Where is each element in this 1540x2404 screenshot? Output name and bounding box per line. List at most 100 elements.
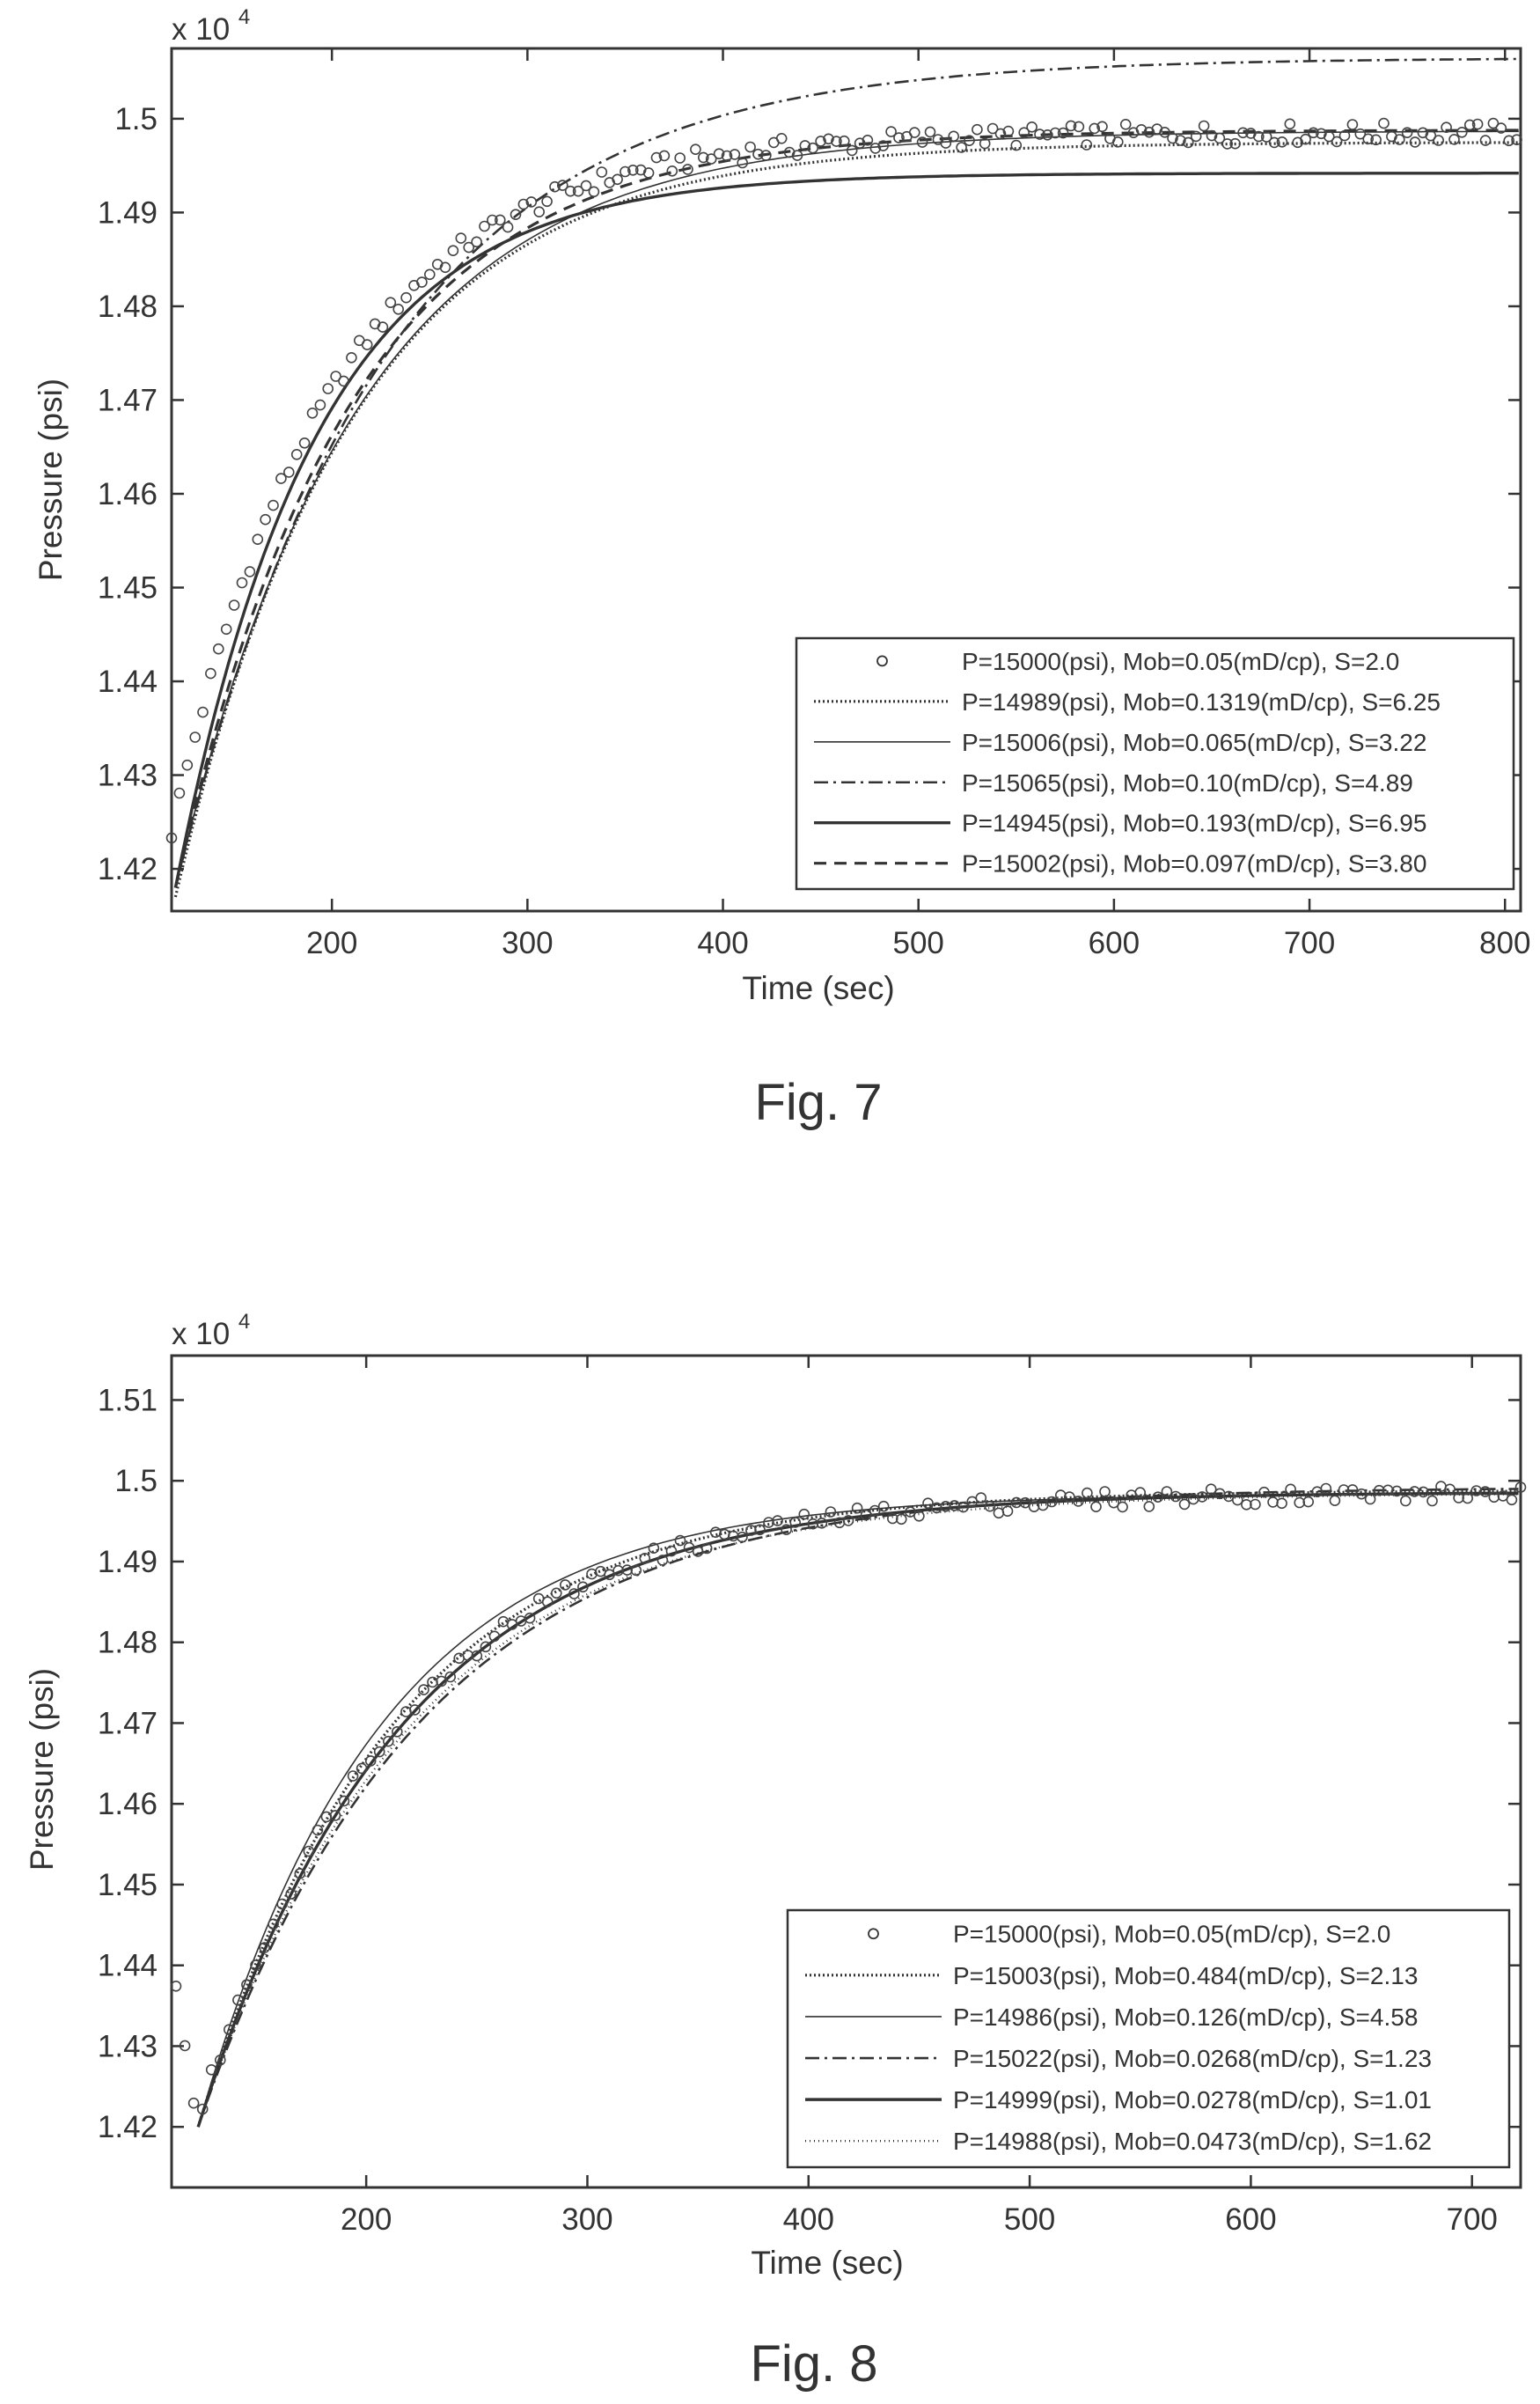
x-tick-label: 300	[502, 926, 553, 960]
observed-point	[620, 165, 631, 178]
observed-point	[241, 1979, 253, 1990]
observed-point	[1267, 1496, 1279, 1508]
x-tick-label: 700	[1447, 2202, 1498, 2237]
legend-label-2: P=14986(psi), Mob=0.126(mD/cp), S=4.58	[953, 2003, 1418, 2031]
observed-point	[455, 232, 467, 244]
observed-point	[487, 214, 498, 226]
observed-point	[236, 577, 248, 589]
observed-point	[1064, 1491, 1075, 1503]
observed-point	[807, 1518, 819, 1530]
x-tick-label: 400	[697, 926, 748, 960]
observed-point	[799, 140, 811, 151]
observed-point	[885, 126, 897, 137]
observed-point	[737, 157, 749, 169]
observed-point	[1167, 132, 1178, 144]
observed-point	[1487, 117, 1500, 129]
y-tick-label: 1.43	[98, 759, 158, 793]
legend-box	[786, 1908, 1511, 2169]
observed-point	[312, 1824, 324, 1836]
observed-point	[1253, 130, 1265, 143]
x-tick-label: 200	[341, 2202, 392, 2237]
observed-point	[294, 1868, 306, 1879]
chart-fig8: x 10 4 Pressure (psi) Time (sec) Fig. 8 …	[24, 1310, 1527, 2393]
observed-point	[377, 321, 389, 333]
observed-point	[916, 136, 928, 148]
observed-point	[972, 123, 983, 136]
observed-point	[893, 132, 905, 143]
observed-point	[596, 166, 608, 178]
observed-point	[347, 1770, 359, 1782]
figure-caption: Fig. 8	[750, 2335, 877, 2393]
observed-point	[1511, 134, 1522, 145]
observed-point	[604, 1569, 615, 1581]
observed-point	[290, 448, 303, 460]
y-multiplier: x 10 4	[172, 5, 250, 47]
observed-point	[896, 1513, 907, 1525]
observed-point	[320, 1811, 333, 1823]
observed-point	[1135, 124, 1148, 136]
observed-point	[1221, 138, 1233, 150]
legend-box	[795, 636, 1515, 891]
observed-point	[1378, 117, 1390, 129]
observed-point	[1479, 1486, 1492, 1497]
observed-point	[1418, 1486, 1429, 1498]
observed-point	[400, 1706, 412, 1717]
observed-point	[524, 1612, 536, 1624]
observed-point	[1183, 136, 1194, 149]
y-tick-label: 1.47	[98, 383, 158, 417]
observed-point	[1229, 137, 1241, 150]
observed-point	[1514, 1481, 1527, 1493]
observed-point	[1112, 136, 1124, 148]
observed-point	[754, 1524, 766, 1536]
observed-point	[268, 1918, 279, 1930]
observed-point	[1364, 1493, 1376, 1505]
observed-point	[1241, 1499, 1252, 1511]
observed-point	[556, 180, 568, 191]
observed-point	[1119, 119, 1132, 130]
observed-point	[1214, 132, 1226, 144]
observed-point	[1096, 121, 1108, 133]
observed-point	[1237, 127, 1249, 139]
observed-point	[851, 1502, 863, 1514]
observed-point	[979, 137, 991, 150]
observed-point	[975, 1492, 987, 1503]
observed-point	[533, 206, 546, 217]
series-line-4	[173, 172, 1519, 888]
observed-point	[612, 1564, 624, 1577]
observed-point	[1034, 129, 1045, 140]
observed-point	[205, 667, 216, 680]
observed-point	[697, 151, 709, 164]
observed-point	[1045, 1496, 1058, 1508]
observed-point	[232, 1994, 244, 2006]
observed-point	[1042, 129, 1053, 141]
observed-point	[1206, 129, 1218, 142]
observed-point	[713, 148, 725, 159]
observed-point	[682, 164, 693, 175]
observed-point	[922, 1497, 934, 1509]
observed-point	[877, 1500, 890, 1512]
observed-point	[1346, 1484, 1359, 1496]
observed-point	[1506, 1494, 1518, 1506]
observed-point	[1018, 127, 1030, 138]
legend-label-5: P=14988(psi), Mob=0.0473(mD/cp), S=1.62	[953, 2128, 1432, 2155]
observed-point	[816, 1518, 828, 1529]
observed-point	[268, 499, 279, 511]
observed-point	[329, 1810, 341, 1821]
observed-point	[1170, 1490, 1182, 1503]
observed-point	[1373, 1484, 1385, 1496]
y-multiplier-exponent: 4	[238, 1310, 250, 1334]
observed-point	[1082, 1487, 1093, 1499]
chart-fig7: x 10 4 Pressure (psi) Time (sec) Fig. 7 …	[33, 5, 1530, 1131]
observed-point	[690, 143, 701, 155]
observed-point	[510, 209, 522, 220]
observed-point	[1073, 1496, 1084, 1507]
observed-point	[869, 1504, 881, 1517]
observed-point	[1175, 135, 1186, 146]
observed-point	[220, 623, 232, 636]
x-tick-label: 800	[1479, 926, 1530, 960]
legend-label-3: P=15065(psi), Mob=0.10(mD/cp), S=4.89	[962, 769, 1413, 797]
observed-point	[179, 2040, 191, 2052]
observed-point	[1338, 129, 1351, 142]
observed-point	[869, 143, 882, 154]
